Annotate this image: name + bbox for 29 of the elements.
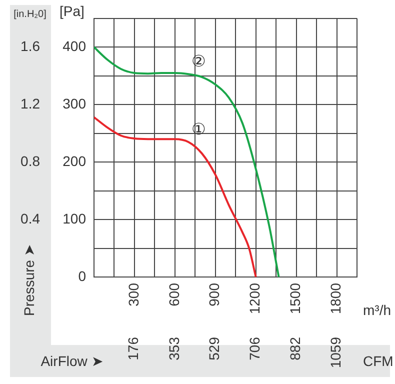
x-tick-label: 900 [206, 282, 222, 306]
y-tick-label: 100 [62, 210, 86, 226]
x2-axis-title: CFM [363, 352, 394, 369]
text: AirFlow ➤ [40, 352, 104, 369]
x-axis-title: m³/h [363, 302, 391, 318]
x-tick-label: 1500 [287, 282, 304, 314]
x2-tick-label: 529 [206, 336, 222, 360]
x-tick-label: 600 [166, 282, 182, 306]
y2-tick-label: 1.2 [20, 95, 40, 112]
y-tick-label: 300 [62, 95, 86, 112]
y2-tick-label: 0.8 [20, 152, 40, 169]
y-tick-label: 0 [78, 268, 86, 284]
x2-tick-label: 1059 [328, 336, 344, 368]
y-tick-label: 400 [62, 38, 86, 54]
y2-axis-title: [in.H₂0] [14, 8, 47, 20]
x-tick-label: 1200 [246, 282, 263, 314]
text: Pressure ➤ [20, 244, 37, 316]
line-series [94, 46, 280, 277]
line-series [94, 116, 257, 277]
x2-tick-label: 706 [246, 336, 263, 360]
x2-tick-label: 882 [286, 336, 303, 360]
y-tick-label: 200 [62, 152, 86, 169]
y2-tick-label: 0.4 [20, 210, 40, 226]
x-tick-label: 300 [125, 282, 142, 306]
y2-tick-label: 1.6 [20, 38, 40, 54]
x2-tick-label: 353 [166, 336, 182, 360]
x2-tick-label: 176 [125, 336, 142, 360]
y-axis-title: [Pa] [60, 2, 84, 19]
x-tick-label: 1800 [328, 282, 344, 314]
